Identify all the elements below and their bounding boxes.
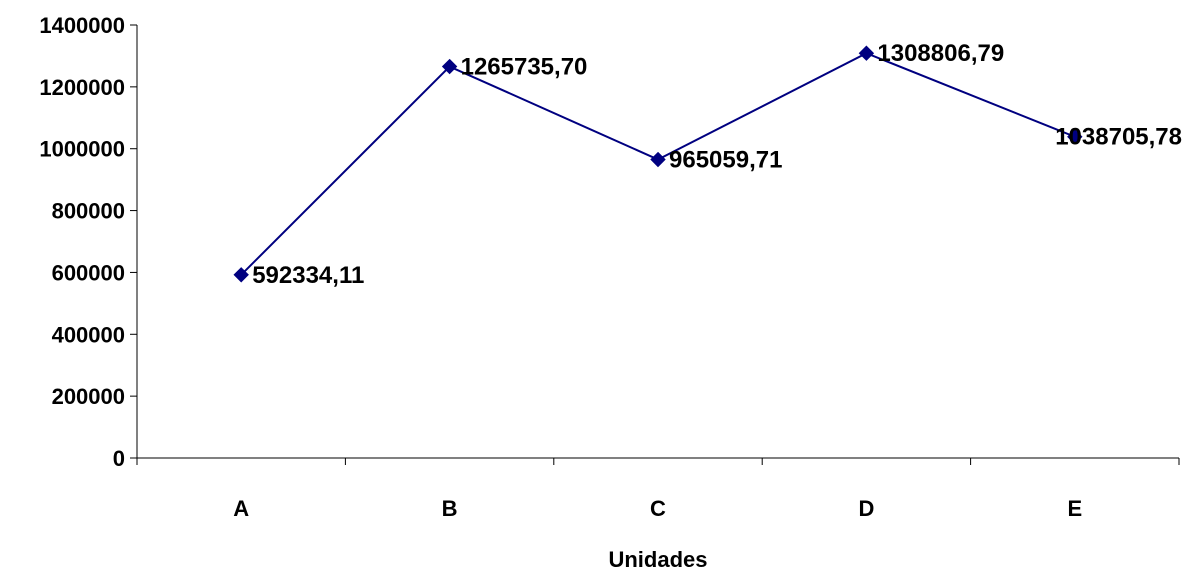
data-point-marker [1067, 129, 1083, 145]
x-tick-label: C [650, 496, 666, 521]
data-point-marker [441, 58, 458, 75]
x-axis-tick-labels: A B C D E [233, 496, 1082, 521]
y-tick-label: 1400000 [39, 13, 125, 38]
x-tick-label: D [858, 496, 874, 521]
y-axis-ticks [130, 24, 137, 459]
x-tick-label: E [1067, 496, 1082, 521]
x-axis-title: Unidades [608, 547, 707, 572]
data-label: 1038705,78 [1055, 124, 1182, 151]
series-markers [233, 45, 1083, 283]
x-tick-label: A [233, 496, 249, 521]
data-point-marker [858, 45, 875, 61]
data-label: 1265735,70 [461, 54, 588, 81]
y-axis-tick-labels: 0 200000 400000 600000 800000 1000000 1200000 1… [39, 13, 125, 471]
y-tick-label: 400000 [52, 322, 125, 347]
data-label: 592334,11 [252, 262, 364, 289]
x-axis-ticks [136, 458, 1180, 465]
data-labels: 592334,11 1265735,70 965059,71 1308806,79 10… [252, 40, 1182, 289]
y-tick-label: 200000 [52, 384, 125, 409]
x-tick-label: B [442, 496, 458, 521]
y-tick-label: 1200000 [39, 75, 125, 100]
y-tick-label: 800000 [52, 199, 125, 224]
data-point-marker [650, 151, 666, 168]
data-label: 965059,71 [669, 147, 782, 174]
data-point-marker [233, 267, 249, 283]
y-tick-label: 0 [113, 446, 125, 471]
y-tick-label: 600000 [52, 260, 125, 285]
y-tick-label: 1000000 [39, 137, 125, 162]
data-label: 1308806,79 [877, 40, 1004, 67]
